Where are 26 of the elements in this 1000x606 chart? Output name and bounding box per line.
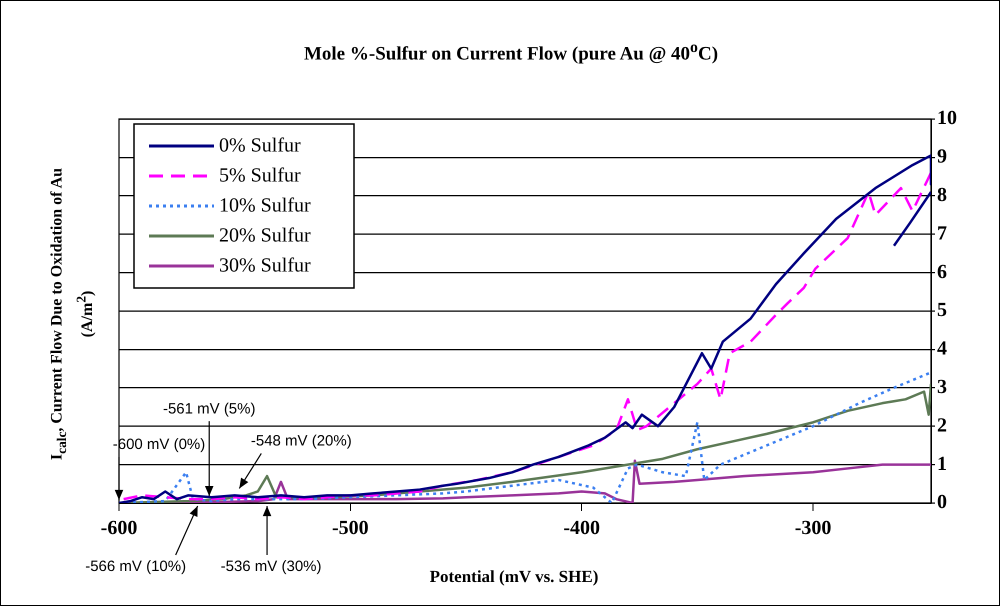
annotation: -561 mV (5%): [162, 400, 256, 418]
y-tick-label: 8: [937, 184, 947, 206]
annotation: -566 mV (10%): [85, 558, 186, 576]
y-tick-label: 0: [937, 491, 947, 514]
legend-label: 5% Sulfur: [219, 164, 301, 186]
legend-label: 30% Sulfur: [219, 254, 311, 276]
legend-label: 0% Sulfur: [219, 134, 301, 156]
x-tick-label: -500: [332, 517, 369, 540]
legend-label: 20% Sulfur: [219, 224, 311, 246]
legend-label: 10% Sulfur: [219, 194, 311, 216]
y-tick-label: 7: [937, 222, 947, 244]
y-tick-label: 5: [937, 299, 947, 322]
y-tick-label: 4: [937, 338, 947, 360]
y-tick-label: 2: [937, 414, 947, 436]
x-tick-label: -600: [100, 517, 138, 540]
y-tick-label: 6: [937, 260, 947, 283]
y-tick-label: 3: [937, 376, 947, 398]
y-tick-label: 1: [937, 452, 947, 475]
chart-title: Mole %-Sulfur on Current Flow (pure Au @ 40$^{o}$C): [302, 39, 720, 66]
x-tick-label: -400: [563, 517, 600, 540]
x-tick-label: -300: [794, 517, 832, 540]
annotation: -548 mV (20%): [250, 432, 352, 450]
y-tick-label: 9: [937, 146, 947, 168]
y-tick-label: 10: [937, 107, 957, 130]
annotation: -536 mV (30%): [220, 558, 322, 576]
x-axis-title: Potential (mV vs. SHE): [430, 567, 598, 586]
